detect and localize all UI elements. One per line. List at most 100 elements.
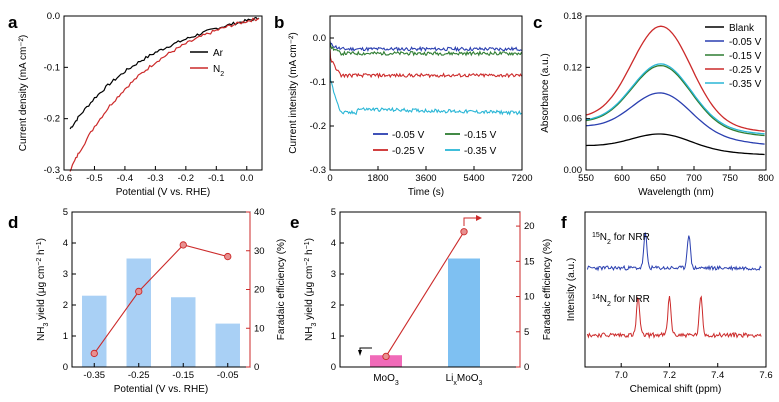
x-tick-label: -0.4 [117, 173, 133, 184]
panel-label: e [290, 213, 299, 232]
label-part: for NRR [611, 294, 650, 305]
label-part: ) [36, 238, 47, 241]
series-line-Blank [585, 133, 765, 156]
arrow-right-axis [463, 217, 478, 226]
label-part: NH [304, 327, 315, 341]
x-tick-label: 7.6 [759, 370, 772, 381]
fe-point [460, 228, 468, 236]
label-part: 3 [395, 380, 399, 387]
y2-tick-label: 0 [254, 362, 259, 373]
y2-tick-label: 20 [254, 285, 265, 296]
y-tick-label: -0.3 [44, 165, 60, 176]
x-tick-label: 5400 [463, 173, 484, 184]
x-axis-label: Wavelength (nm) [638, 187, 714, 198]
panel-label: f [561, 213, 567, 232]
label-part: 2 [220, 71, 224, 78]
x-tick-label: 0.0 [240, 173, 253, 184]
bar-1 [448, 258, 480, 367]
y-tick-label: -0.2 [310, 121, 326, 132]
x-axis-label: Potential (V vs. RHE) [116, 187, 210, 198]
y-tick-label: 2 [63, 300, 68, 311]
bar-0 [370, 355, 402, 367]
label-part: 14 [592, 294, 600, 301]
arrow-head [358, 350, 362, 356]
y-tick-label: 2 [331, 300, 336, 311]
series-line--0.15 V [585, 64, 765, 137]
label-part: ) [304, 238, 315, 241]
y-tick-label: -0.1 [44, 62, 60, 73]
x-axis-label: Chemical shift (ppm) [630, 384, 722, 395]
bar--0.25 [126, 258, 151, 367]
series-line--0.25 V [585, 25, 765, 132]
x-tick-label: -0.1 [208, 173, 224, 184]
series-line-N2 [69, 17, 260, 172]
label-part: h [304, 249, 315, 257]
panel-c: c 550 600 650 700 750 800 0.00 0.06 0.12 0.18 Wavel… [533, 11, 774, 198]
x-tick-label: 7.4 [711, 370, 724, 381]
x-tick-label: 800 [758, 173, 774, 184]
y2-axis-label: Faradaic efficiency (%) [276, 239, 287, 341]
y-axis-label: Current density (mA cm⁻²) [18, 35, 29, 151]
label-part: 3 [311, 323, 318, 327]
y-tick-label: 0.00 [564, 165, 583, 176]
x-tick-label: -0.6 [56, 173, 72, 184]
fe-point [90, 349, 98, 358]
label-part: N [600, 294, 607, 305]
y-axis-label: NH3 yield (μg cm−2 h−1) [36, 238, 50, 341]
legend-label: N2 [213, 64, 224, 78]
label-part: for NRR [611, 232, 650, 243]
y-tick-label: 0.0 [47, 11, 60, 22]
plot-frame [584, 211, 767, 368]
fe-point [382, 352, 390, 361]
arrow-left-axis [359, 347, 372, 354]
label-part: Ar [213, 48, 224, 59]
label-part: N [600, 232, 607, 243]
y2-axis-label: Faradaic efficiency (%) [542, 239, 553, 341]
legend-label: -0.35 V [729, 79, 762, 90]
panel-d: d -0.35 -0.25 -0.15 -0.05 0 1 2 3 4 5 0 10 20 30 40 Pote… [8, 207, 287, 395]
legend-label: -0.05 V [729, 37, 762, 48]
x-tick-label: 0 [327, 173, 332, 184]
y2-tick-label: 5 [524, 327, 529, 338]
label-part: −2 [36, 258, 43, 266]
label-part: N [213, 64, 220, 75]
y-tick-label: 0.18 [564, 11, 583, 22]
annotation: 14N2 for NRR [592, 294, 650, 308]
x-tick-label: 1800 [367, 173, 388, 184]
panel-label: b [274, 13, 284, 32]
y-tick-label: -0.2 [44, 114, 60, 125]
x-axis-label: Time (s) [408, 187, 444, 198]
y2-tick-label: 10 [524, 292, 535, 303]
annotation: 15N2 for NRR [592, 232, 650, 246]
legend-label: -0.05 V [392, 130, 425, 141]
plot-frame [63, 15, 263, 171]
x-tick-label: -0.2 [178, 173, 194, 184]
legend-label: -0.35 V [464, 146, 497, 157]
label-part: 2 [607, 301, 611, 308]
plot-frame [585, 15, 767, 171]
panel-label: c [533, 13, 542, 32]
x-tick-label: MoO3 [373, 373, 399, 387]
y-tick-label: 4 [331, 238, 336, 249]
label-part: MoO [373, 373, 395, 384]
label-part: NH [36, 327, 47, 341]
legend-label: -0.15 V [729, 51, 762, 62]
plot-frame [339, 211, 521, 368]
y-tick-label: 0 [63, 362, 68, 373]
label-part: yield (μg cm [304, 266, 315, 323]
y2-tick-label: 20 [524, 221, 535, 232]
series-line-15N2 [586, 232, 762, 272]
legend-label: -0.15 V [464, 130, 497, 141]
y-tick-label: 5 [331, 207, 336, 218]
y-tick-label: -0.1 [310, 77, 326, 88]
x-tick-label: 700 [686, 173, 702, 184]
x-tick-label: 550 [578, 173, 594, 184]
label-part: MoO [457, 373, 479, 384]
y-axis-label: NH3 yield (μg cm−2 h−1) [304, 238, 318, 341]
y2-tick-label: 40 [254, 207, 265, 218]
label-part: yield (μg cm [36, 266, 47, 323]
label-part: −1 [304, 241, 311, 249]
x-tick-label: -0.35 [83, 370, 105, 381]
